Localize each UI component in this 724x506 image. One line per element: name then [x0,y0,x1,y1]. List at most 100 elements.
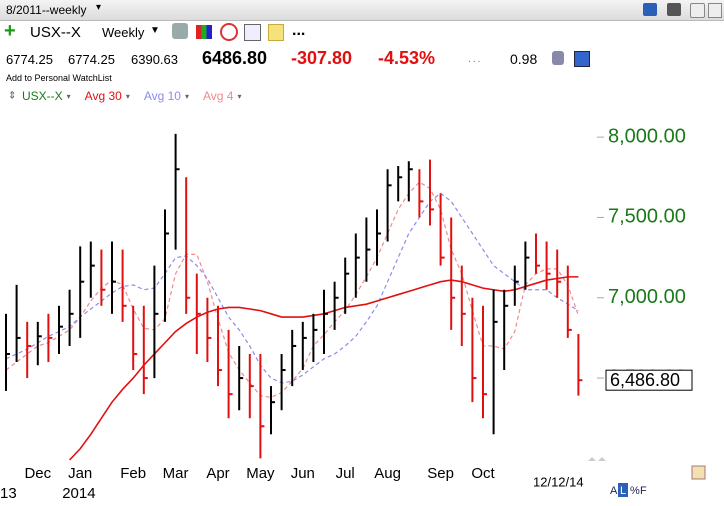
price-bar [386,169,392,242]
timeframe[interactable]: Weekly [102,25,145,40]
price-bar [397,166,403,202]
price-bar [503,289,509,371]
last: 6486.80 [202,48,268,68]
date-label: 12/12/14 [533,474,584,489]
mode-button[interactable]: L [620,485,626,497]
watchlist-link[interactable]: Add to Personal WatchList [6,73,112,83]
legend-arrow: ▾ [185,92,189,101]
price-bar [217,305,222,387]
price-bar [439,193,445,266]
price-bar [407,161,413,202]
price-bar [280,353,286,411]
symbol-row: + USX--X Weekly ▼ ... [0,20,724,44]
scroll-arrows [588,457,606,461]
legend-arrow: ▾ [126,92,130,101]
high: 6774.25 [68,52,115,67]
price-bar [36,321,42,366]
mode-highlight [618,483,628,497]
dropdown-arrow[interactable]: ▾ [96,2,102,13]
price-bar [460,265,466,346]
price-bar [100,249,106,306]
price-bar [26,321,32,379]
price-bar [577,334,583,396]
change-pct: -4.53% [378,48,436,68]
db-icon[interactable] [552,51,564,65]
price-bar [121,249,127,322]
price-bar [344,257,350,314]
price-bar [301,321,307,371]
x-tick-label: Oct [471,465,495,482]
y-tick-label: 7,000.00 [608,286,686,308]
tools-icon[interactable] [172,23,188,39]
t-button[interactable] [667,3,681,16]
dots: ∙∙∙ [468,56,483,67]
price-bar [333,281,339,330]
add-icon[interactable]: + [4,20,16,42]
price-bar [227,329,233,419]
quote-row: 6774.25 6774.25 6390.63 6486.80 -307.80 … [0,48,724,70]
price-bar [259,353,265,459]
title[interactable]: 8/2011--weekly [6,3,87,17]
price-marker-label: 6,486.80 [610,370,680,390]
title-bar: 8/2011--weekly ▾ [0,0,724,21]
price-bar [68,289,74,346]
chart: ⇕USX--X▾Avg 30▾Avg 10▾Avg 4▾6,500.007,00… [0,89,724,502]
alarm-icon[interactable] [220,23,238,41]
price-bar [418,169,424,218]
price-bar [482,305,487,419]
indicator-icon[interactable] [196,25,212,39]
legend-entry: Avg 10 [144,89,181,103]
price-bar [492,289,498,435]
close-button[interactable] [708,3,722,18]
more[interactable]: ... [292,22,306,39]
symbol[interactable]: USX--X [30,24,81,41]
change: -307.80 [291,48,353,68]
price-bar [365,217,371,282]
price-bar [58,305,63,354]
price-marker-box [605,369,693,391]
note-icon[interactable] [268,24,284,41]
plot-background [0,105,724,485]
price-bar [566,265,572,338]
draw-tool[interactable] [691,465,706,480]
x-tick-label: Sep [427,465,454,482]
grid-icon[interactable] [244,24,261,41]
price-bar [79,246,85,338]
mode-button[interactable]: F [640,485,647,497]
price-bar [206,297,212,363]
price-bar [376,209,381,266]
x-tick-label: Jun [291,465,315,482]
price-bar [15,284,21,363]
price-bar [429,159,434,226]
price-bar [312,313,318,363]
price-bar [248,353,254,419]
legend-entry: Avg 4 [203,89,234,103]
s-button[interactable] [643,3,657,16]
legend-arrow: ▾ [67,92,71,101]
price-bar [535,233,540,274]
help-button[interactable] [690,3,705,18]
x-tick-label: Aug [374,465,401,482]
price-bar [450,217,456,330]
price-bar [556,249,562,298]
x-tick-label: Feb [120,465,146,482]
save-icon[interactable] [574,51,590,67]
x-tick-label: May [246,465,275,482]
price-bar [270,386,275,435]
price-bar [185,177,191,314]
price-bar [354,233,360,298]
low: 6390.63 [131,52,178,67]
mode-button[interactable]: A [610,485,618,497]
price-bar [89,241,95,298]
x-tick-label: Mar [163,465,189,482]
open: 6774.25 [6,52,53,67]
price-bar [153,265,159,379]
timeframe-arrow[interactable]: ▼ [150,25,160,36]
price-bar [132,305,138,371]
x-tick-label: Apr [206,465,229,482]
x-year-label: 2014 [62,485,95,502]
mode-button[interactable]: % [630,485,640,497]
x-tick-label: Dec [24,465,51,482]
legend-entry: Avg 30 [85,89,122,103]
